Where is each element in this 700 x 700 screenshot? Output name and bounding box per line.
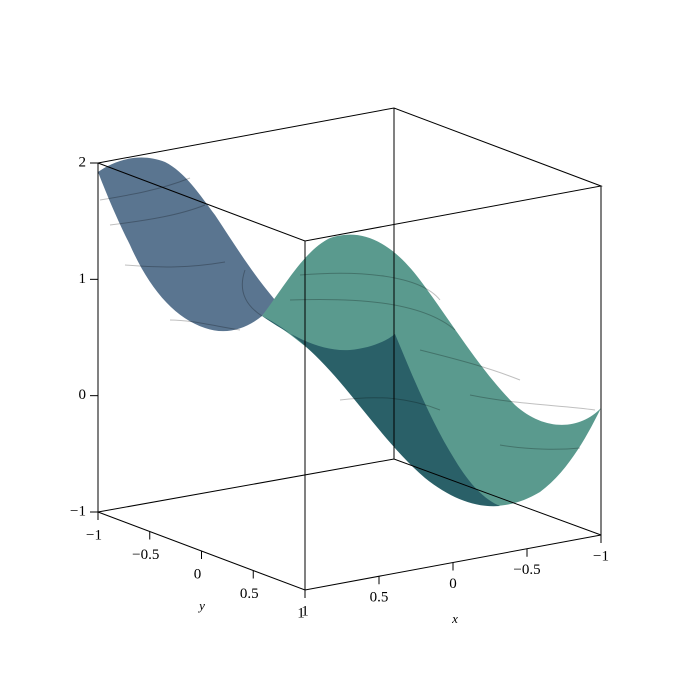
z-tick-label: 1 [79,271,87,287]
contour-line [289,272,596,450]
z-tick-label: 0 [79,387,87,403]
contour-line [241,269,263,317]
surface-front [262,234,601,506]
y-tick-label: −1 [86,527,102,543]
y-tick-label: 0 [194,566,202,582]
x-tick-label: 1 [301,603,309,619]
surface-back [98,157,275,332]
x-tick-label: −0.5 [513,562,540,578]
box-edge [97,458,602,536]
x-tick-label: −1 [593,548,609,564]
y-axis-label: y [197,598,205,613]
y-tick-label: 0.5 [240,586,259,602]
surface [98,157,601,507]
box-edge [97,511,602,591]
z-tick-label: 2 [79,154,87,170]
x-tick-label: 0.5 [370,590,389,606]
x-tick-label: 0 [449,576,457,592]
surface-fold [262,316,500,507]
contour-line [99,177,241,331]
y-tick-label: −0.5 [132,547,159,563]
x-axis-label: x [451,611,458,626]
y-tick-label: 1 [297,605,305,621]
z-tick-label: −1 [70,503,86,519]
